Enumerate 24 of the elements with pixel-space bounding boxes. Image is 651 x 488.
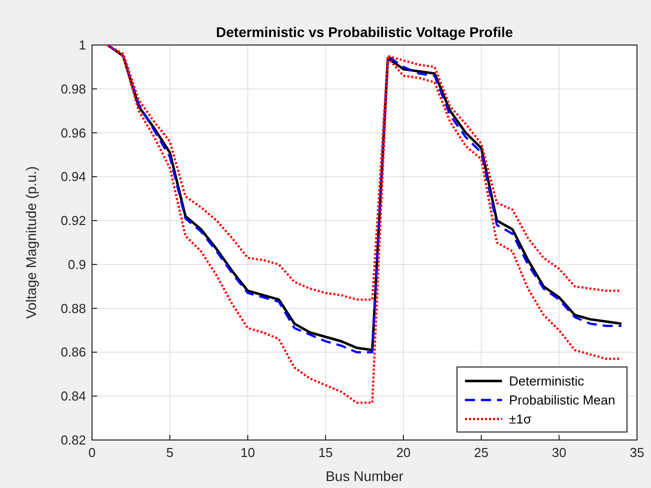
x-tick-label: 15 (318, 445, 333, 460)
legend-label: Probabilistic Mean (509, 392, 616, 408)
y-tick-label: 0.96 (60, 125, 86, 140)
x-tick-label: 10 (240, 445, 255, 460)
legend-label: Deterministic (509, 374, 585, 388)
y-tick-label: 0.98 (60, 81, 86, 96)
y-axis-title: Voltage Magnitude (p.u.) (23, 166, 39, 319)
y-tick-label: 0.92 (60, 213, 86, 228)
y-tick-label: 0.82 (60, 432, 86, 448)
y-tick-label: 0.88 (60, 300, 86, 316)
x-tick-label: 25 (474, 445, 489, 460)
x-tick-label: 20 (396, 445, 411, 460)
x-tick-label: 35 (630, 445, 644, 460)
legend-label: ±1σ (509, 412, 532, 426)
y-tick-label: 0.94 (60, 169, 86, 184)
x-tick-label: 0 (88, 445, 96, 460)
y-tick-label: 1 (78, 38, 86, 52)
chart-title: Deterministic vs Probabilistic Voltage Profile (216, 24, 514, 40)
y-tick-label: 0.84 (60, 388, 86, 404)
x-tick-label: 30 (552, 445, 566, 460)
y-tick-label: 0.86 (60, 344, 86, 360)
y-tick-label: 0.9 (68, 256, 86, 272)
x-axis-title: Bus Number (326, 468, 404, 484)
x-tick-label: 5 (166, 445, 174, 460)
